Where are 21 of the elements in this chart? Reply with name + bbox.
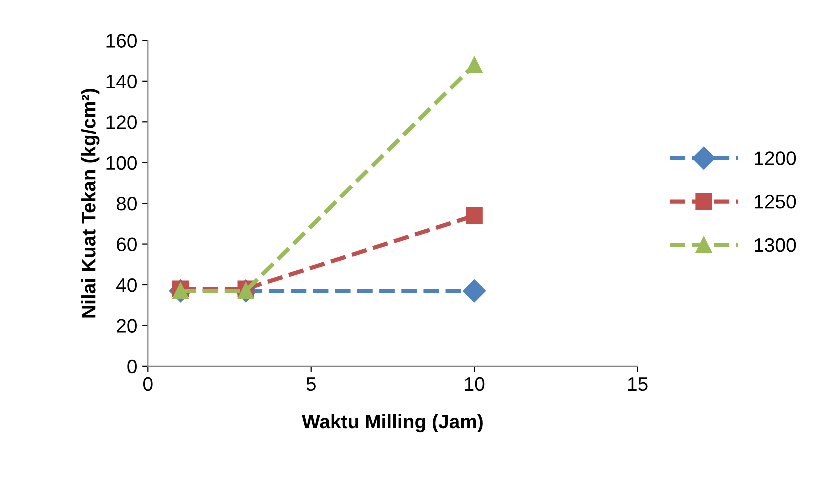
x-tick-label: 0: [144, 377, 153, 392]
legend-label: 1300: [755, 238, 796, 252]
y-tick-label: 100: [106, 156, 137, 170]
y-axis-title: Nilai Kuat Tekan (kg/cm²): [82, 89, 100, 318]
y-tick-label: 140: [106, 74, 137, 89]
point: [466, 207, 483, 224]
x-tick-label: 5: [306, 378, 316, 392]
x-tick-label: 15: [628, 378, 648, 392]
y-tick-label: 0: [128, 360, 137, 374]
y-tick-label: 60: [117, 238, 137, 252]
x-tick-label: 10: [465, 377, 485, 392]
point: [463, 280, 486, 303]
y-tick-label: 20: [117, 319, 137, 333]
legend-label: 1250: [755, 195, 796, 209]
y-tick-label: 80: [116, 197, 137, 211]
point: [466, 56, 483, 74]
y-tick-label: 120: [106, 116, 137, 130]
y-tick-label: 160: [106, 34, 137, 48]
x-axis-title: Waktu Milling (Jam): [302, 414, 483, 433]
y-tick-label: 40: [116, 278, 137, 292]
legend-label: 1200: [755, 152, 796, 166]
